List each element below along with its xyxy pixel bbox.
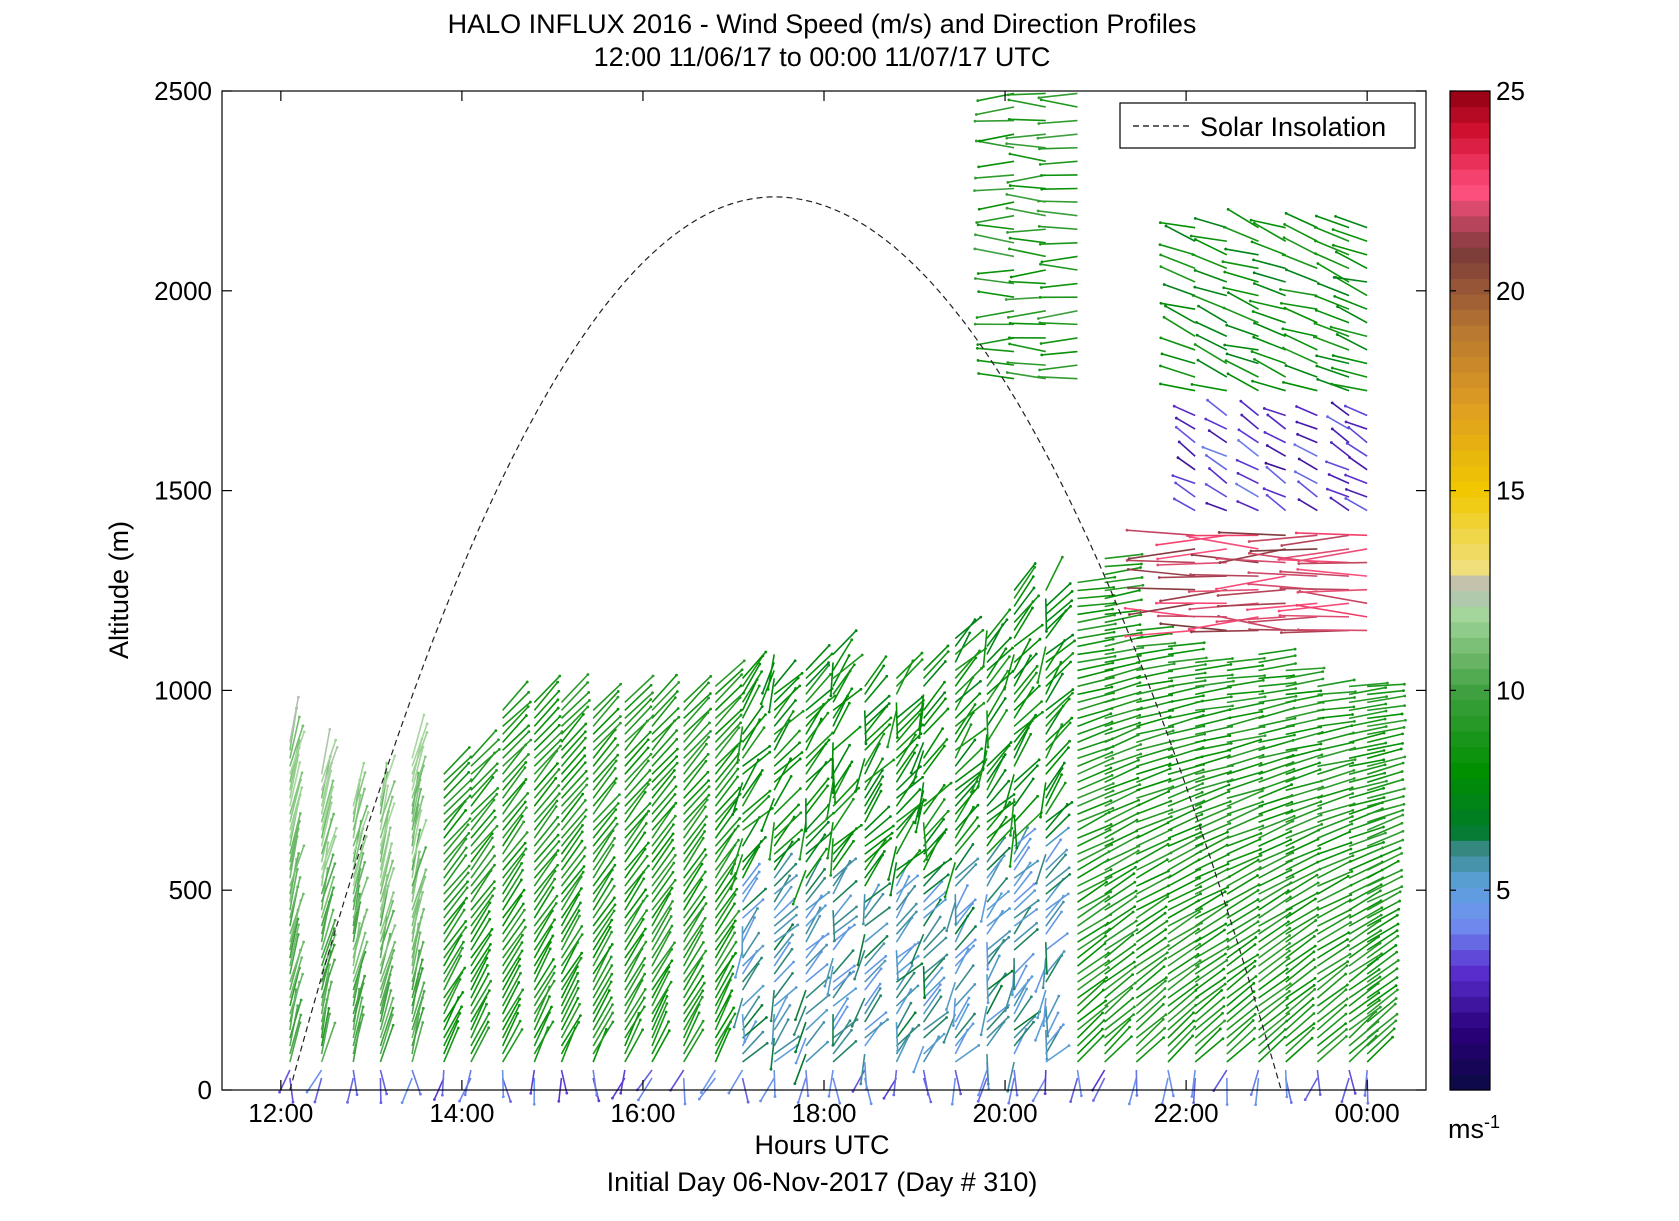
colorbar-cell: [1450, 497, 1490, 513]
colorbar-cell: [1450, 512, 1490, 528]
x-tick-label: 18:00: [791, 1098, 856, 1128]
colorbar-cell: [1450, 669, 1490, 685]
colorbar-tick-label: 5: [1496, 875, 1510, 905]
colorbar-cell: [1450, 107, 1490, 123]
colorbar-cell: [1450, 403, 1490, 419]
colorbar-cell: [1450, 762, 1490, 778]
colorbar-tick-label: 25: [1496, 76, 1525, 106]
colorbar-tick-label: 10: [1496, 675, 1525, 705]
colorbar-cell: [1450, 591, 1490, 607]
colorbar-cell: [1450, 918, 1490, 934]
colorbar-cell: [1450, 871, 1490, 887]
colorbar-tick-label: 15: [1496, 476, 1525, 506]
y-tick-label: 1500: [154, 476, 212, 506]
y-tick-label: 1000: [154, 675, 212, 705]
colorbar-cell: [1450, 559, 1490, 575]
colorbar-cell: [1450, 856, 1490, 872]
colorbar-cell: [1450, 1074, 1490, 1090]
colorbar-cell: [1450, 310, 1490, 326]
colorbar-cell: [1450, 934, 1490, 950]
colorbar-cell: [1450, 450, 1490, 466]
colorbar-cell: [1450, 700, 1490, 716]
colorbar-cell: [1450, 466, 1490, 482]
x-tick-label: 20:00: [973, 1098, 1038, 1128]
legend: Solar Insolation: [1120, 103, 1415, 148]
colorbar-cell: [1450, 169, 1490, 185]
colorbar-cell: [1450, 91, 1490, 107]
colorbar-cell: [1450, 263, 1490, 279]
colorbar-unit-base: ms: [1448, 1114, 1484, 1144]
colorbar-cell: [1450, 544, 1490, 560]
colorbar-cell: [1450, 637, 1490, 653]
colorbar-cell: [1450, 575, 1490, 591]
colorbar-cell: [1450, 1028, 1490, 1044]
y-tick-label: 2000: [154, 276, 212, 306]
colorbar-cell: [1450, 294, 1490, 310]
colorbar-cell: [1450, 122, 1490, 138]
x-tick-label: 00:00: [1335, 1098, 1400, 1128]
colorbar-cell: [1450, 996, 1490, 1012]
colorbar-cell: [1450, 1043, 1490, 1059]
y-tick-label: 500: [169, 875, 212, 905]
colorbar-cell: [1450, 153, 1490, 169]
colorbar-cell: [1450, 434, 1490, 450]
colorbar-cell: [1450, 653, 1490, 669]
legend-label: Solar Insolation: [1200, 112, 1386, 142]
colorbar-cell: [1450, 747, 1490, 763]
colorbar-cell: [1450, 981, 1490, 997]
colorbar-cell: [1450, 138, 1490, 154]
colorbar-cell: [1450, 731, 1490, 747]
y-axis-label: Altitude (m): [104, 521, 134, 659]
x-tick-label: 16:00: [610, 1098, 675, 1128]
colorbar-cell: [1450, 372, 1490, 388]
colorbar-tick-label: 20: [1496, 276, 1525, 306]
colorbar-cell: [1450, 825, 1490, 841]
colorbar-cell: [1450, 684, 1490, 700]
colorbar-unit-exponent: -1: [1484, 1112, 1500, 1132]
colorbar-cell: [1450, 778, 1490, 794]
x-axis-label: Hours UTC: [754, 1130, 889, 1160]
colorbar-cell: [1450, 481, 1490, 497]
colorbar-cell: [1450, 247, 1490, 263]
x-tick-label: 22:00: [1154, 1098, 1219, 1128]
x-axis-label-2: Initial Day 06-Nov-2017 (Day # 310): [607, 1167, 1038, 1197]
colorbar-cell: [1450, 200, 1490, 216]
colorbar-cell: [1450, 887, 1490, 903]
colorbar-cell: [1450, 216, 1490, 232]
colorbar-cell: [1450, 1059, 1490, 1075]
colorbar-cell: [1450, 325, 1490, 341]
colorbar-cell: [1450, 965, 1490, 981]
colorbar-cell: [1450, 622, 1490, 638]
colorbar-cell: [1450, 840, 1490, 856]
colorbar-cell: [1450, 715, 1490, 731]
colorbar-cell: [1450, 606, 1490, 622]
colorbar-cell: [1450, 356, 1490, 372]
colorbar-cell: [1450, 809, 1490, 825]
colorbar-cell: [1450, 278, 1490, 294]
x-tick-label: 14:00: [429, 1098, 494, 1128]
colorbar-cell: [1450, 419, 1490, 435]
colorbar-cell: [1450, 793, 1490, 809]
colorbar-cell: [1450, 950, 1490, 966]
colorbar-cell: [1450, 185, 1490, 201]
x-tick-label: 12:00: [248, 1098, 313, 1128]
colorbar-cell: [1450, 528, 1490, 544]
y-tick-label: 2500: [154, 76, 212, 106]
colorbar-cell: [1450, 388, 1490, 404]
chart-subtitle: 12:00 11/06/17 to 00:00 11/07/17 UTC: [594, 42, 1051, 72]
colorbar-cell: [1450, 231, 1490, 247]
colorbar-cell: [1450, 341, 1490, 357]
chart-title: HALO INFLUX 2016 - Wind Speed (m/s) and …: [448, 9, 1197, 39]
colorbar-cell: [1450, 1012, 1490, 1028]
colorbar-cell: [1450, 903, 1490, 919]
y-tick-label: 0: [198, 1075, 212, 1105]
